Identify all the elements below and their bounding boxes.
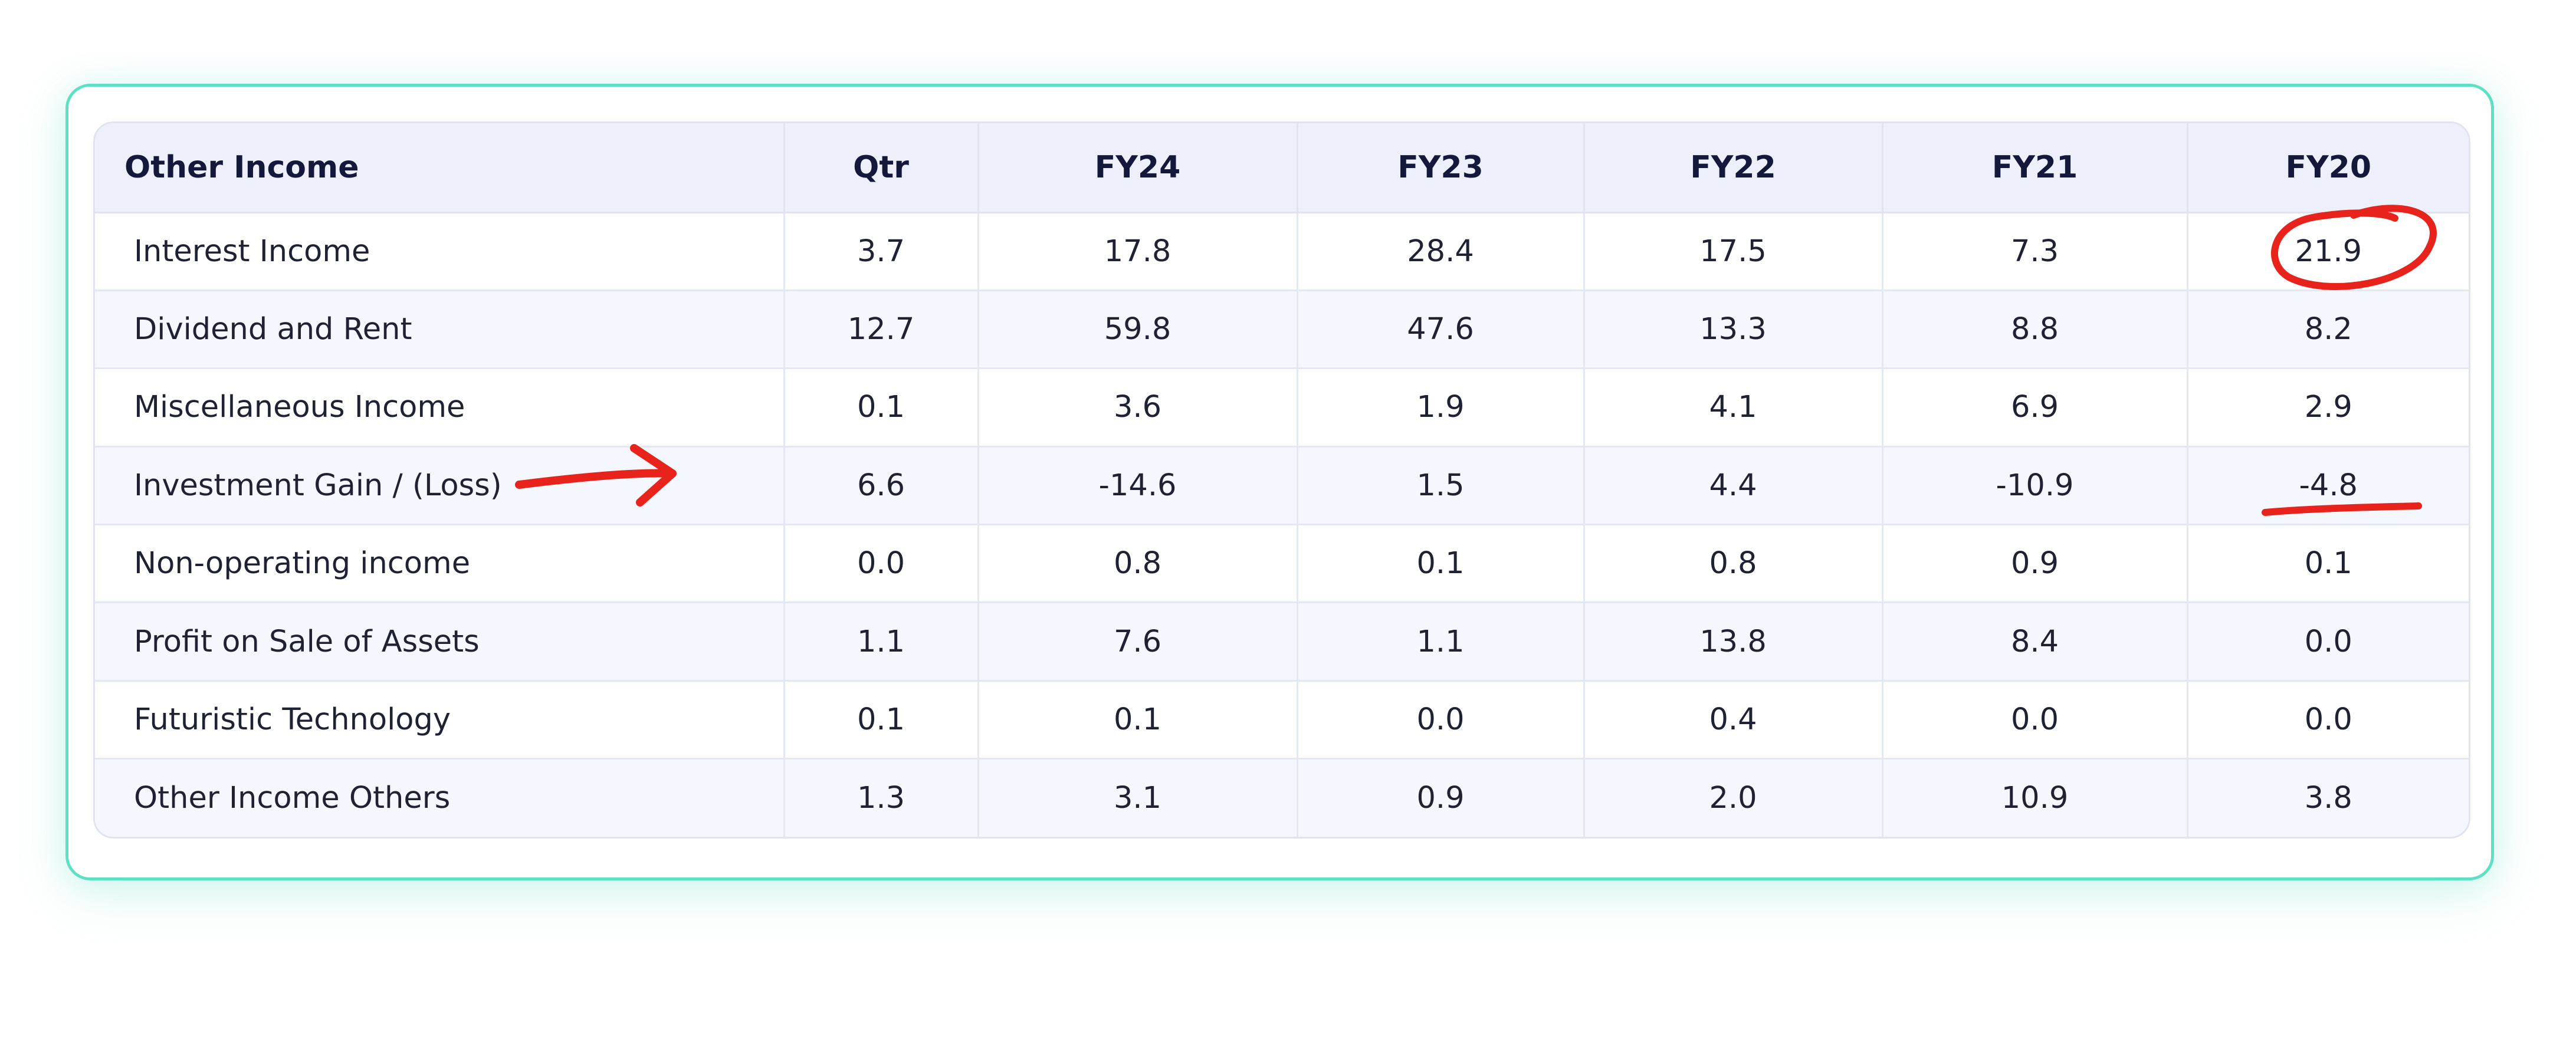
- table-cell: 0.8: [1584, 524, 1883, 604]
- table-cell: 6.6: [784, 446, 979, 526]
- row-label: Non-operating income: [95, 524, 785, 604]
- table-cell: 28.4: [1297, 212, 1585, 291]
- table-cell: 0.9: [1297, 758, 1585, 837]
- table-cell: 1.1: [1297, 602, 1585, 682]
- table-cell: 4.1: [1584, 368, 1883, 448]
- table-row: Non-operating income 0.0 0.8 0.1 0.8 0.9…: [95, 524, 2469, 604]
- row-label: Profit on Sale of Assets: [95, 602, 785, 682]
- table-cell: 3.1: [978, 758, 1298, 837]
- table-row: Other Income Others 1.3 3.1 0.9 2.0 10.9…: [95, 758, 2469, 837]
- table-cell: 1.1: [784, 602, 979, 682]
- table-cell: 0.1: [784, 368, 979, 448]
- table-cell: 3.8: [2187, 758, 2469, 837]
- table-cell: 0.4: [1584, 680, 1883, 760]
- other-income-table: Other Income Qtr FY24 FY23 FY22 FY21 FY2…: [93, 121, 2470, 839]
- table-cell: -10.9: [1882, 446, 2188, 526]
- column-header-qtr: Qtr: [784, 123, 979, 213]
- column-header-fy21: FY21: [1882, 123, 2188, 213]
- table-cell: 0.1: [2187, 524, 2469, 604]
- table-cell: 0.0: [1297, 680, 1585, 760]
- column-header-fy24: FY24: [978, 123, 1298, 213]
- header-row: Other Income Qtr FY24 FY23 FY22 FY21 FY2…: [95, 123, 2469, 213]
- table-cell: 8.4: [1882, 602, 2188, 682]
- table-cell: 1.9: [1297, 368, 1585, 448]
- table-cell: -4.8: [2187, 446, 2469, 526]
- table-row: Futuristic Technology 0.1 0.1 0.0 0.4 0.…: [95, 680, 2469, 760]
- row-label: Futuristic Technology: [95, 680, 785, 760]
- table-cell: 7.3: [1882, 212, 2188, 291]
- table-row: Profit on Sale of Assets 1.1 7.6 1.1 13.…: [95, 602, 2469, 682]
- table-cell: 17.8: [978, 212, 1298, 291]
- table-cell: 6.9: [1882, 368, 2188, 448]
- table-cell: 0.0: [784, 524, 979, 604]
- table-cell: 13.8: [1584, 602, 1883, 682]
- table-cell: 0.0: [2187, 680, 2469, 760]
- table-cell: 13.3: [1584, 290, 1883, 370]
- table-cell: 0.9: [1882, 524, 2188, 604]
- table-cell: 0.1: [978, 680, 1298, 760]
- column-header-fy22: FY22: [1584, 123, 1883, 213]
- table-cell: 21.9: [2187, 212, 2469, 291]
- column-header-fy20: FY20: [2187, 123, 2469, 213]
- row-label: Dividend and Rent: [95, 290, 785, 370]
- table-cell: 0.0: [2187, 602, 2469, 682]
- table-cell: 8.8: [1882, 290, 2188, 370]
- row-label: Investment Gain / (Loss): [95, 446, 785, 526]
- table-cell: 7.6: [978, 602, 1298, 682]
- table-cell: 2.0: [1584, 758, 1883, 837]
- table-row: Dividend and Rent 12.7 59.8 47.6 13.3 8.…: [95, 290, 2469, 370]
- table-cell: 12.7: [784, 290, 979, 370]
- table-cell: 59.8: [978, 290, 1298, 370]
- column-header-fy23: FY23: [1297, 123, 1585, 213]
- table-cell: 0.1: [784, 680, 979, 760]
- table-cell: 2.9: [2187, 368, 2469, 448]
- table-cell: 10.9: [1882, 758, 2188, 837]
- table-cell: 3.6: [978, 368, 1298, 448]
- table-cell: 1.5: [1297, 446, 1585, 526]
- column-header-label: Other Income: [95, 123, 785, 213]
- row-label: Other Income Others: [95, 758, 785, 837]
- table-row: Interest Income 3.7 17.8 28.4 17.5 7.3 2…: [95, 212, 2469, 291]
- table-cell: 1.3: [784, 758, 979, 837]
- table-cell: 8.2: [2187, 290, 2469, 370]
- table-cell: 4.4: [1584, 446, 1883, 526]
- table-cell: 3.7: [784, 212, 979, 291]
- data-table: Other Income Qtr FY24 FY23 FY22 FY21 FY2…: [95, 123, 2469, 837]
- table-cell: 0.8: [978, 524, 1298, 604]
- table-cell: 17.5: [1584, 212, 1883, 291]
- table-cell: -14.6: [978, 446, 1298, 526]
- table-row: Investment Gain / (Loss) 6.6 -14.6 1.5 4…: [95, 446, 2469, 526]
- row-label: Miscellaneous Income: [95, 368, 785, 448]
- table-cell: 47.6: [1297, 290, 1585, 370]
- table-cell: 0.0: [1882, 680, 2188, 760]
- table-row: Miscellaneous Income 0.1 3.6 1.9 4.1 6.9…: [95, 368, 2469, 448]
- table-cell: 0.1: [1297, 524, 1585, 604]
- row-label: Interest Income: [95, 212, 785, 291]
